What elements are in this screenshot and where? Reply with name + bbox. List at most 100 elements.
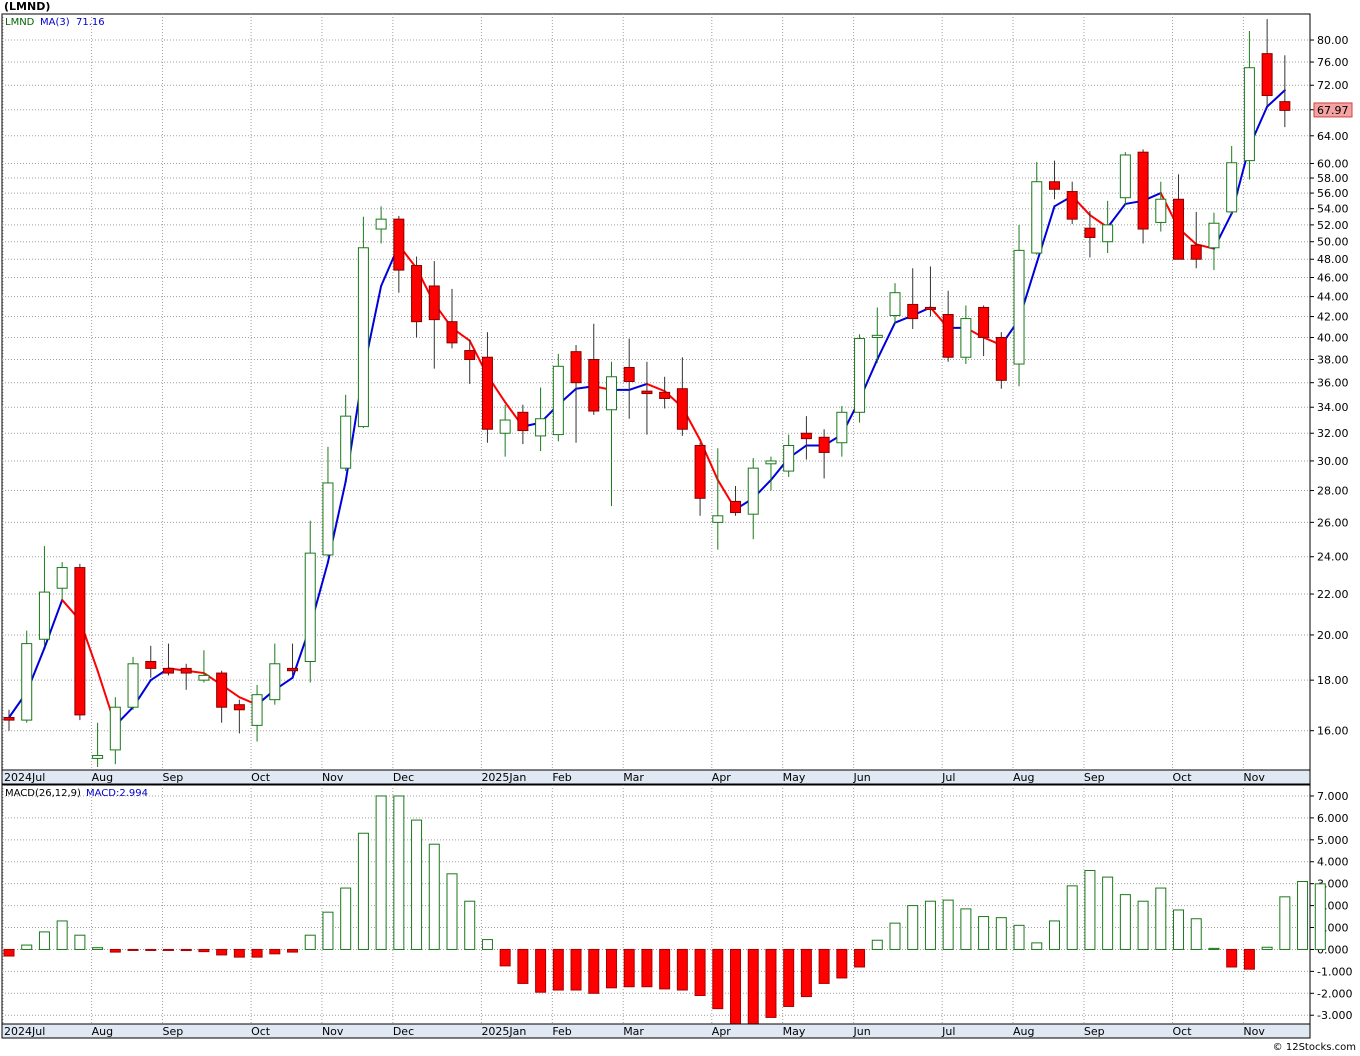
price-month-label: Oct bbox=[1173, 771, 1193, 784]
candle-body-up bbox=[198, 674, 210, 681]
macd-month-label: Sep bbox=[162, 1025, 183, 1038]
candle bbox=[251, 684, 263, 742]
macd-bar-negative bbox=[1243, 948, 1255, 970]
legend-ma-label: MA(3) bbox=[40, 17, 70, 28]
macd-bar-positive bbox=[1297, 880, 1309, 950]
candle bbox=[889, 283, 901, 324]
macd-bar-positive bbox=[446, 873, 458, 950]
candle-body-down bbox=[818, 436, 830, 453]
candle-body-up bbox=[1102, 224, 1114, 243]
macd-bar-positive bbox=[942, 899, 954, 950]
last-price-label: 67.97 bbox=[1317, 104, 1349, 117]
candle bbox=[783, 434, 795, 477]
price-month-label: 2025Jan bbox=[481, 771, 526, 784]
candle-body-down bbox=[464, 350, 476, 360]
candle-body-up bbox=[1226, 162, 1238, 213]
candle-body-down bbox=[287, 667, 299, 672]
candle bbox=[127, 656, 139, 710]
macd-bar-negative bbox=[694, 948, 706, 996]
candle bbox=[712, 448, 724, 550]
candle bbox=[1013, 224, 1025, 387]
candle-body-up bbox=[889, 292, 901, 317]
candle bbox=[1190, 211, 1202, 269]
macd-month-label: Mar bbox=[623, 1025, 644, 1038]
candle-body-up bbox=[38, 591, 50, 640]
candle-body-up bbox=[251, 694, 263, 726]
macd-bar-negative bbox=[800, 948, 812, 998]
candle-body-up bbox=[1119, 154, 1131, 199]
candle bbox=[109, 697, 121, 765]
candle-body-down bbox=[1279, 101, 1291, 111]
candle-body-down bbox=[74, 567, 86, 716]
ma3-line-segment bbox=[1106, 202, 1127, 229]
candle bbox=[38, 546, 50, 646]
macd-tick-label: 4.000 bbox=[1317, 856, 1349, 869]
candle-body-down bbox=[1048, 181, 1060, 190]
price-tick-label: 64.00 bbox=[1317, 130, 1349, 143]
candle bbox=[180, 663, 192, 690]
candle-body-down bbox=[1261, 53, 1273, 96]
macd-bar-negative bbox=[251, 948, 263, 958]
candle-body-down bbox=[411, 265, 423, 323]
candle bbox=[1031, 162, 1043, 255]
candle-body-down bbox=[694, 444, 706, 499]
macd-bar-positive bbox=[1013, 924, 1025, 950]
macd-bar-negative bbox=[180, 948, 192, 952]
candle bbox=[517, 404, 529, 445]
candle-body-down bbox=[730, 500, 742, 514]
macd-bar-negative bbox=[517, 948, 529, 984]
macd-bar-positive bbox=[375, 795, 387, 950]
chart-title: (LMND) bbox=[4, 0, 51, 13]
candle bbox=[3, 709, 15, 731]
candle bbox=[1279, 55, 1291, 128]
candle-body-down bbox=[800, 432, 812, 440]
price-tick-label: 54.00 bbox=[1317, 203, 1349, 216]
candle bbox=[871, 307, 883, 363]
candle bbox=[800, 416, 812, 460]
candle bbox=[730, 485, 742, 516]
candle bbox=[375, 206, 387, 244]
candle-body-up bbox=[854, 338, 866, 413]
candle-body-up bbox=[304, 552, 316, 662]
macd-bar-positive bbox=[411, 819, 423, 950]
candle bbox=[907, 268, 919, 329]
macd-bar-negative bbox=[287, 948, 299, 953]
macd-bar-positive bbox=[1190, 918, 1202, 950]
candle-body-up bbox=[783, 444, 795, 472]
candle-body-down bbox=[924, 306, 936, 310]
candle-body-down bbox=[481, 356, 493, 430]
candle-body-down bbox=[1190, 244, 1202, 260]
macd-bar-negative bbox=[162, 948, 174, 951]
price-tick-label: 56.00 bbox=[1317, 187, 1349, 200]
price-tick-label: 42.00 bbox=[1317, 311, 1349, 324]
macd-month-label: Oct bbox=[1173, 1025, 1193, 1038]
candle bbox=[1155, 181, 1167, 232]
candle-body-down bbox=[641, 390, 653, 395]
candle-body-down bbox=[180, 667, 192, 674]
macd-tick-label: -2.000 bbox=[1317, 987, 1352, 1000]
candle bbox=[499, 404, 511, 457]
macd-bar-negative bbox=[712, 948, 724, 1010]
price-tick-label: 48.00 bbox=[1317, 253, 1349, 266]
candle bbox=[588, 323, 600, 415]
candle-body-up bbox=[712, 515, 724, 523]
candle bbox=[287, 643, 299, 676]
price-panel: 16.00 18.00 20.00 22.00 24.00 26.00 28.00 30.00… bbox=[1, 13, 1353, 785]
macd-bar-positive bbox=[1119, 894, 1131, 950]
candle bbox=[1084, 211, 1096, 258]
macd-month-label: Dec bbox=[393, 1025, 414, 1038]
macd-bar-positive bbox=[481, 939, 493, 950]
macd-bar-positive bbox=[1048, 920, 1060, 950]
macd-bar-positive bbox=[1314, 883, 1326, 950]
ma3-line-segment bbox=[628, 382, 648, 391]
price-month-label: Sep bbox=[162, 771, 183, 784]
candle-body-down bbox=[1084, 227, 1096, 238]
candle-body-down bbox=[676, 388, 688, 430]
candle-body-up bbox=[109, 706, 121, 751]
macd-bar-negative bbox=[854, 948, 866, 968]
candle-body-up bbox=[92, 755, 104, 759]
candle bbox=[446, 288, 458, 349]
candle bbox=[552, 353, 564, 442]
candle bbox=[605, 361, 617, 507]
price-tick-label: 52.00 bbox=[1317, 219, 1349, 232]
